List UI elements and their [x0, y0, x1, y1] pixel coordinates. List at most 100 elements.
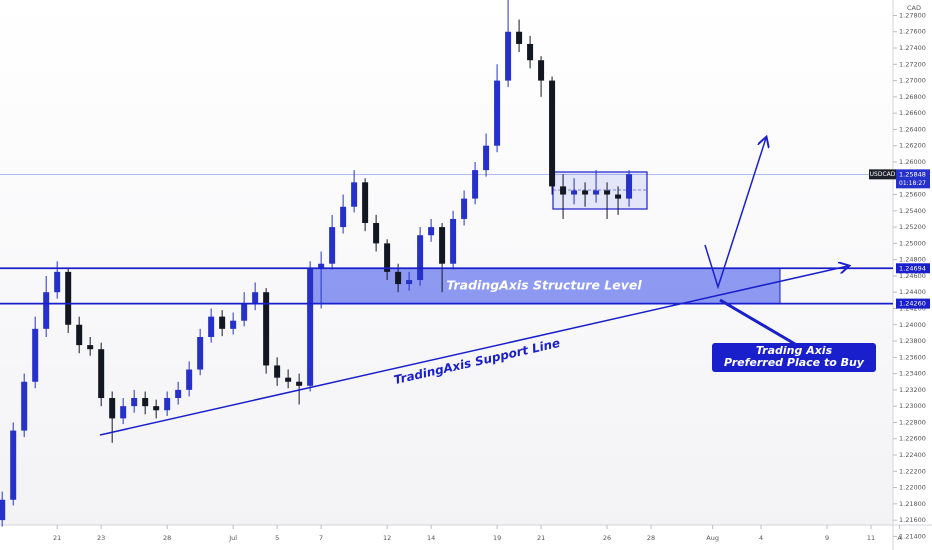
- candle-body: [98, 349, 105, 399]
- y-tick-label: 1.26000: [899, 158, 926, 166]
- candle-body: [175, 389, 182, 399]
- currency: CAD: [907, 4, 921, 12]
- candle-body: [516, 31, 523, 44]
- candle-body: [439, 227, 446, 264]
- symbol-tag: [869, 169, 896, 180]
- x-tick-label: 12: [383, 534, 391, 542]
- candle-body: [186, 369, 193, 390]
- candle-body: [32, 328, 39, 382]
- candle-body: [54, 271, 61, 293]
- candle-body: [571, 190, 578, 195]
- x-tick-label: 7: [319, 534, 323, 542]
- candle-body: [604, 190, 611, 195]
- y-tick-label: 1.27000: [899, 77, 926, 85]
- candle-body: [582, 190, 589, 195]
- y-tick-label: 1.27200: [899, 60, 926, 68]
- candle-body: [241, 304, 248, 321]
- candle-body: [384, 243, 391, 272]
- x-tick-label: 14: [427, 534, 435, 542]
- candle-body: [483, 145, 490, 171]
- y-tick-label: 1.21800: [899, 500, 926, 508]
- x-tick-label: 9: [825, 534, 829, 542]
- callout-text: Preferred Place to Buy: [724, 356, 865, 369]
- y-tick-label: 1.24800: [899, 256, 926, 264]
- candle-body: [76, 324, 83, 346]
- y-tick-label: 1.25000: [899, 239, 926, 247]
- candle-body: [87, 345, 94, 350]
- candle-body: [340, 206, 347, 228]
- y-tick-label: 1.25200: [899, 223, 926, 231]
- candle-body: [351, 182, 358, 207]
- candle-body: [296, 381, 303, 386]
- candle-body: [43, 292, 50, 329]
- x-tick-label: 5: [275, 534, 279, 542]
- x-tick-label: 28: [163, 534, 171, 542]
- candle-body: [219, 316, 226, 329]
- candle-body: [21, 381, 28, 431]
- price-tag-label: 1.25848: [899, 170, 926, 178]
- projection-arrow: [704, 138, 766, 290]
- level-tag: [896, 298, 930, 309]
- x-tick-label: 26: [603, 534, 611, 542]
- candle-body: [153, 406, 160, 411]
- x-tick-label: 19: [493, 534, 501, 542]
- y-tick-label: 1.22600: [899, 435, 926, 443]
- y-tick-label: 1.26600: [899, 109, 926, 117]
- y-tick-label: 1.23800: [899, 337, 926, 345]
- candle-body: [164, 398, 171, 411]
- candle-body: [615, 194, 622, 199]
- candle-body: [0, 499, 6, 521]
- y-tick-label: 1.22800: [899, 418, 926, 426]
- candle-body: [417, 235, 424, 280]
- consolidation-box: [552, 171, 648, 210]
- symbol-label: USDCAD: [870, 171, 896, 178]
- y-tick-label: 1.21600: [899, 516, 926, 524]
- y-tick-label: 1.22000: [899, 484, 926, 492]
- y-tick-label: 1.23400: [899, 370, 926, 378]
- y-tick-label: 1.22400: [899, 451, 926, 459]
- candle-body: [593, 190, 600, 195]
- x-tick-label: Jul: [228, 534, 237, 542]
- x-tick-label: A: [897, 534, 902, 542]
- candle-body: [131, 398, 138, 407]
- candle-body: [362, 182, 369, 224]
- candle-body: [65, 271, 72, 325]
- level-tag-label: 1.24694: [899, 264, 926, 272]
- y-tick-label: 1.23000: [899, 402, 926, 410]
- y-tick-label: 1.26800: [899, 93, 926, 101]
- y-tick-label: 1.23600: [899, 353, 926, 361]
- y-tick-label: 1.24600: [899, 272, 926, 280]
- candle-body: [549, 80, 556, 187]
- y-tick-label: 1.21400: [899, 532, 926, 540]
- candle-body: [373, 223, 380, 244]
- countdown-label: 01:18:27: [899, 180, 926, 187]
- level-tag: [896, 263, 930, 274]
- candle-body: [142, 398, 149, 407]
- x-tick-label: 23: [97, 534, 105, 542]
- candle-body: [197, 336, 204, 370]
- y-tick-label: 1.22200: [899, 467, 926, 475]
- y-tick-label: 1.27600: [899, 28, 926, 36]
- candle-body: [10, 430, 17, 500]
- y-tick-label: 1.24000: [899, 321, 926, 329]
- candle-body: [406, 280, 413, 285]
- candle-body: [538, 60, 545, 81]
- x-tick-label: Aug: [706, 534, 719, 542]
- level-tag-label: 1.24260: [899, 300, 926, 308]
- candle-body: [560, 186, 567, 195]
- candle-body: [263, 292, 270, 366]
- candle-body: [109, 398, 116, 419]
- candle-body: [252, 292, 259, 305]
- x-tick-label: 4: [759, 534, 763, 542]
- candle-body: [307, 267, 314, 386]
- y-tick-label: 1.26200: [899, 142, 926, 150]
- callout-text: Trading Axis: [756, 344, 833, 357]
- price-tag: [896, 169, 930, 189]
- y-tick-label: 1.27800: [899, 11, 926, 19]
- callout-box: [712, 343, 876, 372]
- candle-body: [472, 170, 479, 199]
- candle-body: [208, 316, 215, 337]
- candle-body: [626, 174, 633, 199]
- candle-body: [329, 227, 336, 264]
